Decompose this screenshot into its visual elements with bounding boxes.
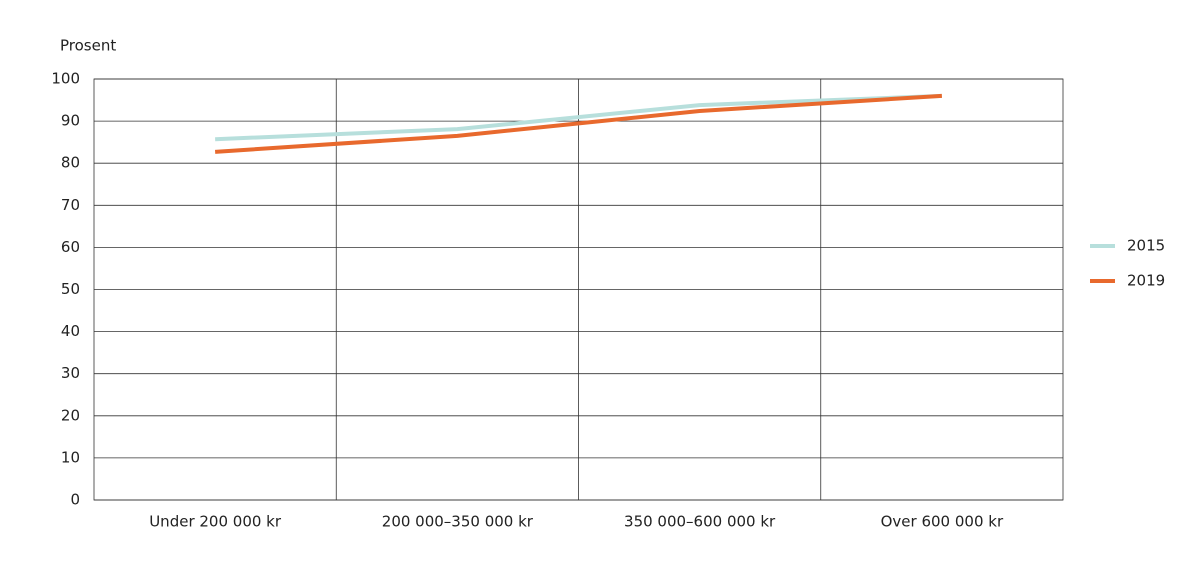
y-tick-label: 60 — [61, 238, 80, 256]
x-tick-label: 200 000–350 000 kr — [382, 513, 534, 531]
legend-label: 2015 — [1127, 237, 1165, 255]
y-tick-label: 80 — [61, 154, 80, 172]
x-tick-label: 350 000–600 000 kr — [624, 513, 776, 531]
y-tick-label: 30 — [61, 364, 80, 382]
x-tick-label: Over 600 000 kr — [881, 513, 1004, 531]
y-tick-label: 10 — [61, 448, 80, 466]
y-tick-label: 20 — [61, 406, 80, 424]
y-tick-label: 40 — [61, 322, 80, 340]
y-tick-label: 50 — [61, 280, 80, 298]
y-tick-label: 0 — [70, 491, 80, 509]
y-tick-label: 100 — [51, 70, 80, 88]
x-tick-label: Under 200 000 kr — [149, 513, 282, 531]
y-tick-label: 70 — [61, 196, 80, 214]
plot-frame — [93, 78, 1064, 501]
legend-label: 2019 — [1127, 272, 1165, 290]
y-tick-label: 90 — [61, 112, 80, 130]
series-line — [215, 93, 942, 142]
series-line — [214, 93, 942, 154]
y-axis-label: Prosent — [60, 37, 116, 55]
